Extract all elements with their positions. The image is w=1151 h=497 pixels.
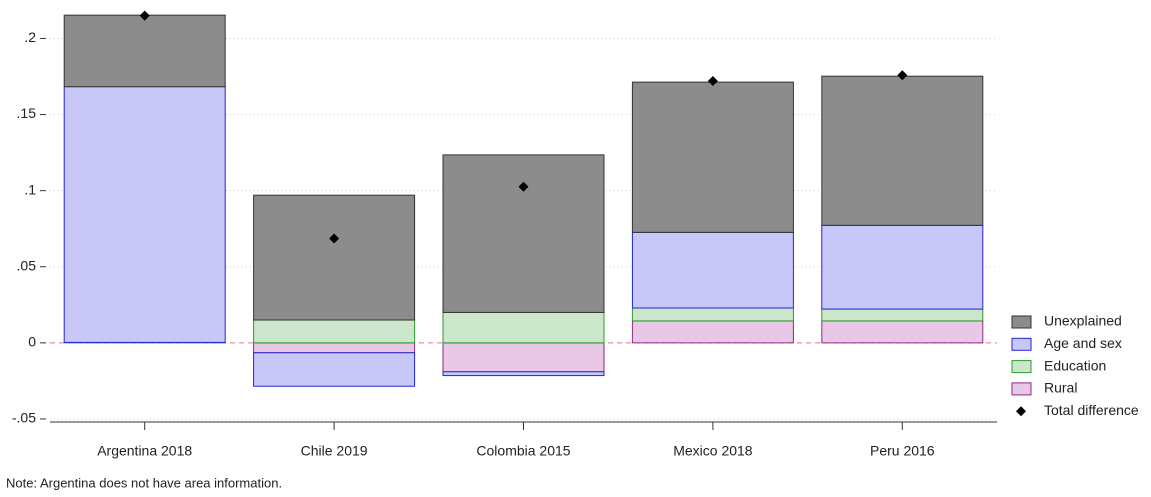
bar-segment xyxy=(253,352,416,387)
y-tick-label: .15 xyxy=(17,105,37,121)
y-tick-label: .1 xyxy=(24,181,36,197)
y-tick-label: -.05 xyxy=(12,410,36,426)
y-tick-label: .2 xyxy=(24,29,36,45)
bar-segment xyxy=(821,308,984,322)
legend-label: Education xyxy=(1044,357,1106,373)
legend-label: Age and sex xyxy=(1044,335,1122,351)
total-marker xyxy=(707,76,718,87)
bar-segment xyxy=(253,342,416,354)
bar-segment xyxy=(442,342,605,373)
total-marker xyxy=(897,70,908,81)
bar-segment xyxy=(253,194,416,321)
legend-label: Rural xyxy=(1044,380,1077,396)
y-tick-label: .05 xyxy=(17,257,37,273)
bar-segment xyxy=(631,307,794,322)
bar-segment xyxy=(631,231,794,309)
bar-segment xyxy=(63,14,226,88)
total-marker xyxy=(139,10,150,21)
total-marker xyxy=(518,181,529,192)
x-tick-label: Argentina 2018 xyxy=(97,443,192,459)
bar-segment xyxy=(821,320,984,344)
legend-swatch xyxy=(1011,360,1032,374)
chart-note: Note: Argentina does not have area infor… xyxy=(6,475,282,490)
legend-swatch xyxy=(1011,315,1032,329)
legend-label: Unexplained xyxy=(1044,313,1122,329)
x-tick-label: Colombia 2015 xyxy=(476,443,570,459)
x-tick-label: Mexico 2018 xyxy=(673,443,753,459)
x-tick-label: Chile 2019 xyxy=(301,443,368,459)
bar-segment xyxy=(253,319,416,344)
total-marker xyxy=(329,233,340,244)
bar-segment xyxy=(631,81,794,233)
bar-segment xyxy=(63,86,226,343)
bar-segment xyxy=(821,75,984,226)
x-tick-label: Peru 2016 xyxy=(870,443,935,459)
legend-swatch xyxy=(1011,337,1032,351)
bar-segment xyxy=(442,311,605,344)
legend-marker xyxy=(1016,406,1026,417)
y-tick-label: 0 xyxy=(28,334,36,350)
legend-label: Total difference xyxy=(1044,402,1139,418)
bar-segment xyxy=(442,154,605,313)
legend-swatch xyxy=(1011,382,1032,396)
bar-segment xyxy=(821,224,984,310)
bar-segment xyxy=(631,320,794,344)
bar-segment xyxy=(442,371,605,377)
